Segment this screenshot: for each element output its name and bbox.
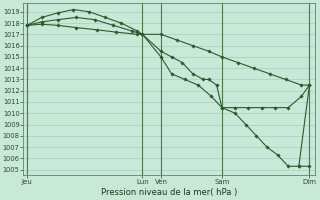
X-axis label: Pression niveau de la mer( hPa ): Pression niveau de la mer( hPa ) (101, 188, 237, 197)
